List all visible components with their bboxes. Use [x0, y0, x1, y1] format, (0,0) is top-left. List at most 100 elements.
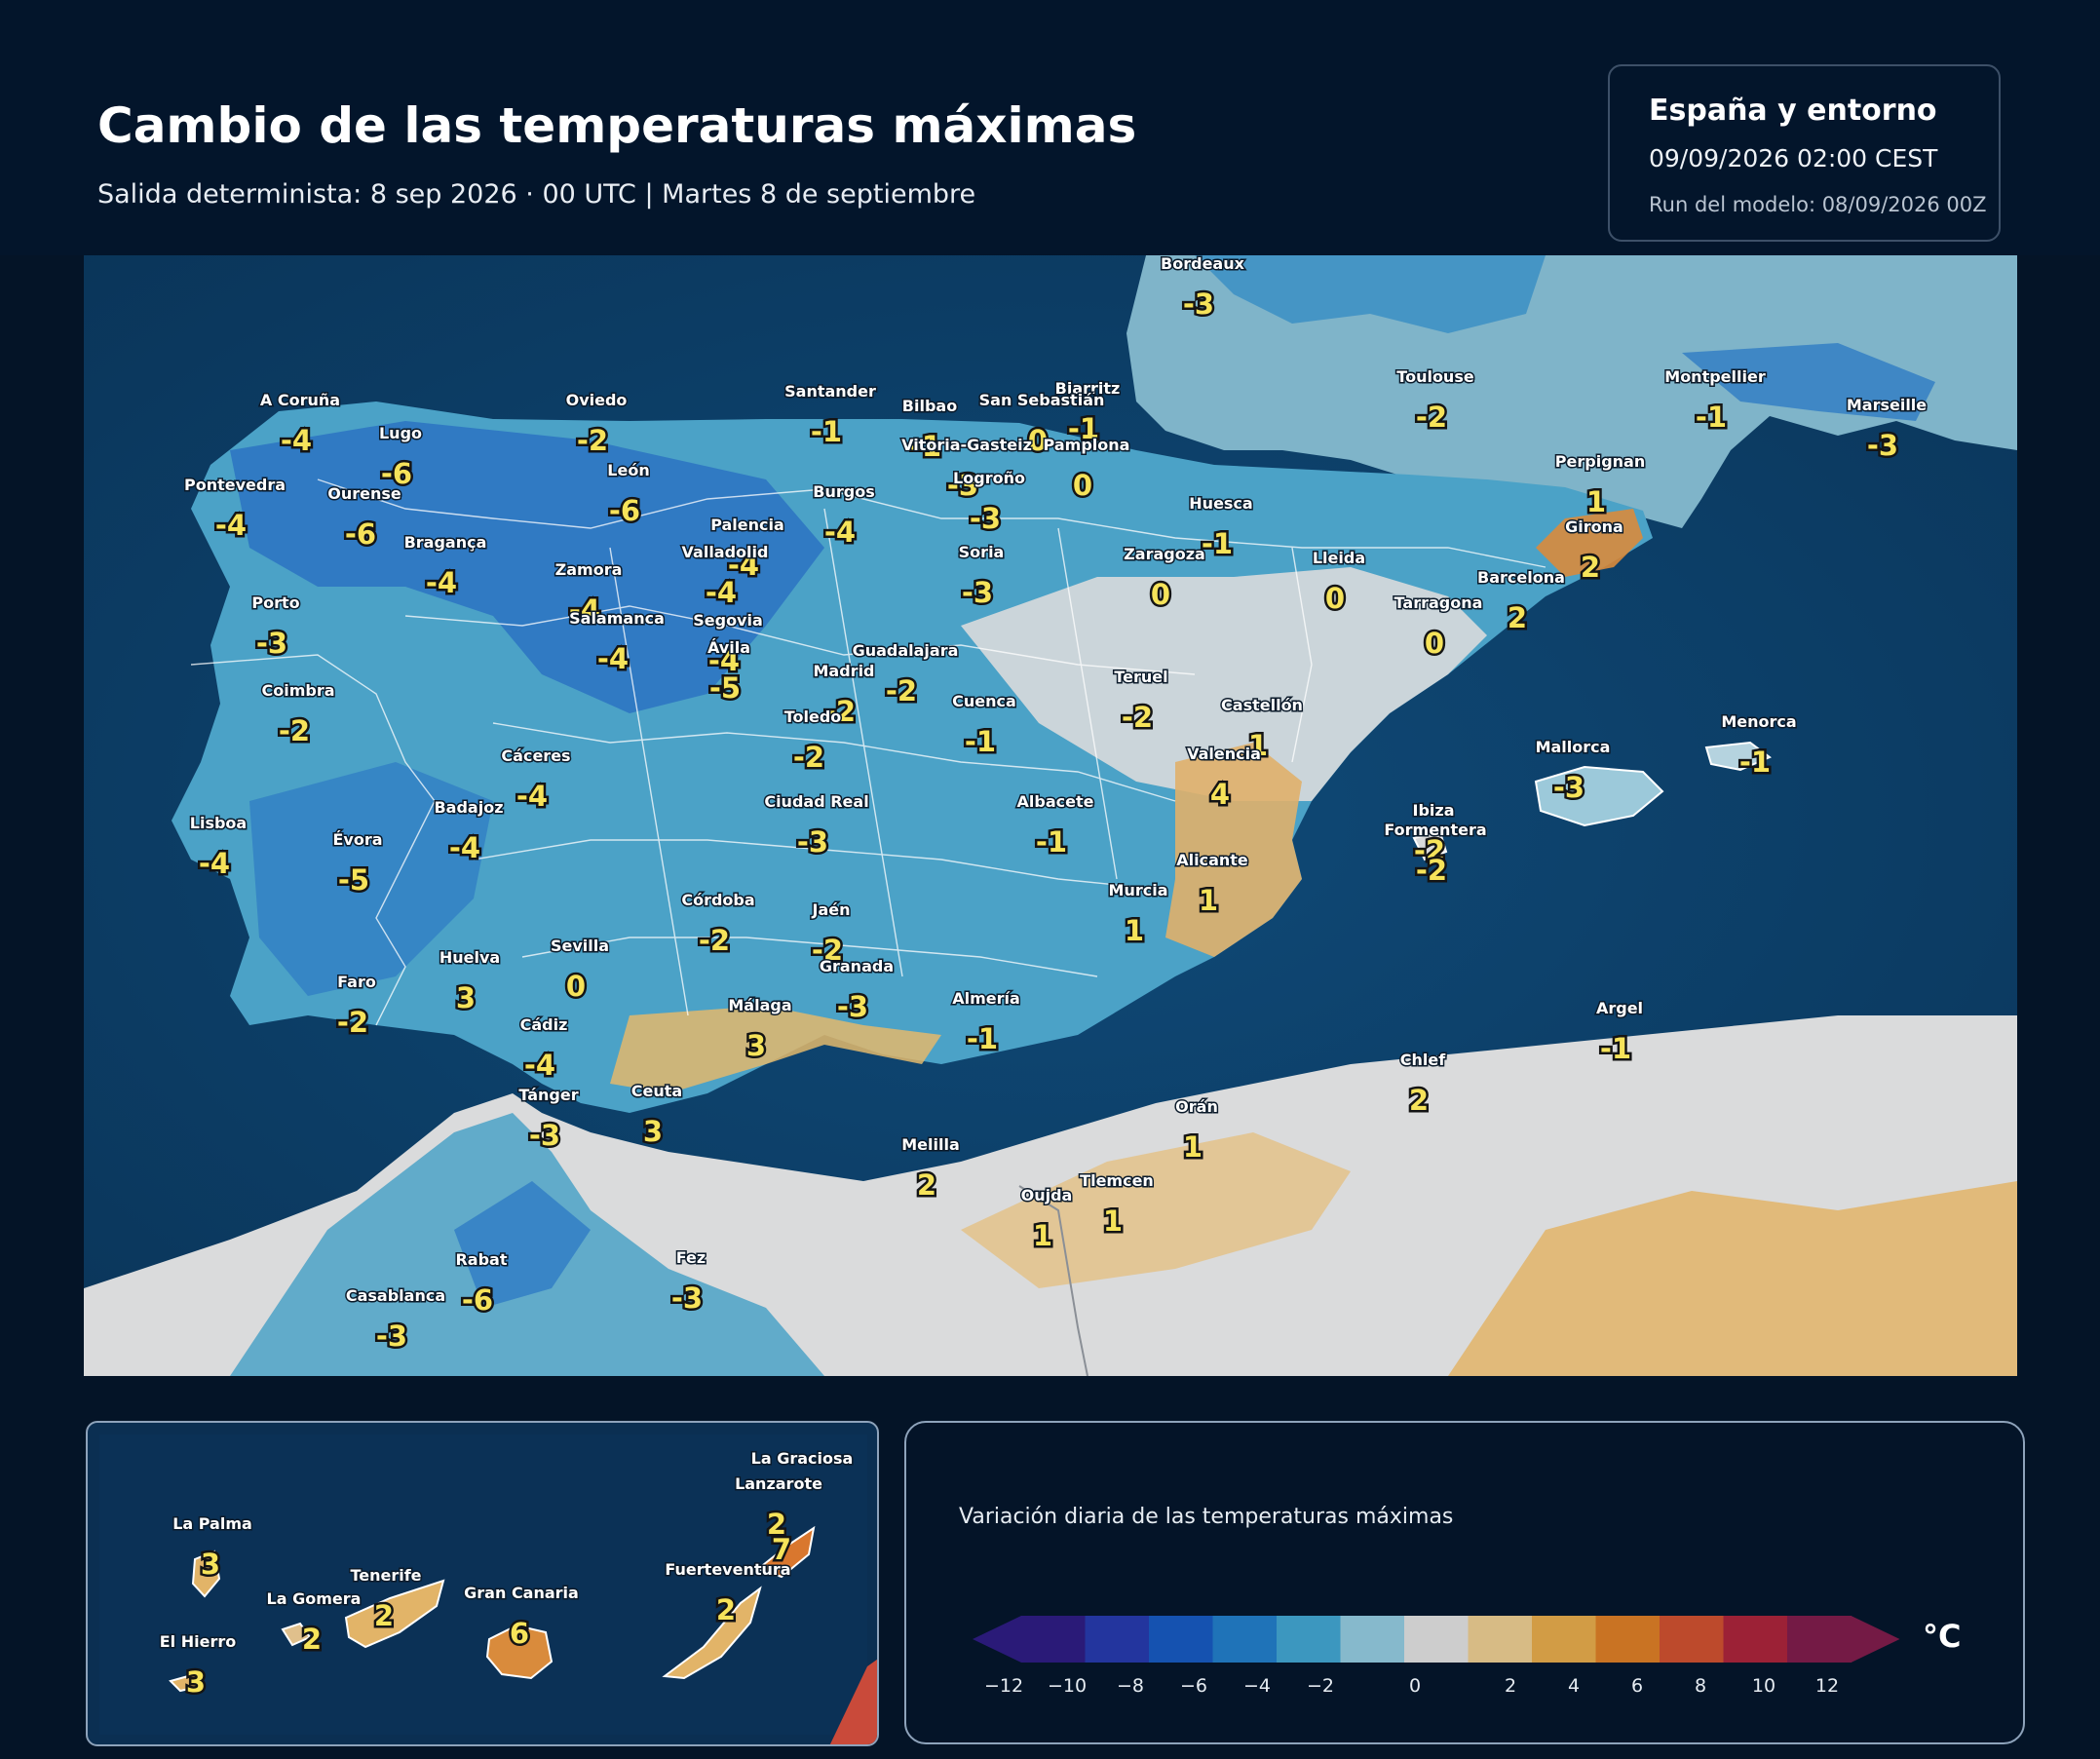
main-map[interactable]: Bordeaux -3 Toulouse -2 Montpellier -1 Marseil… — [84, 255, 2017, 1376]
lanzarote-island — [755, 1525, 816, 1579]
city-value-salamanca: -4 — [597, 642, 629, 675]
city-value-guadalajara: -2 — [886, 674, 917, 707]
city-value-toledo: -2 — [793, 741, 824, 774]
city-label-murcia: Murcia — [1109, 881, 1168, 899]
city-value-valladolid: -4 — [706, 576, 737, 609]
africa-coast — [829, 1659, 877, 1744]
colorbar-segment — [1021, 1616, 1087, 1663]
island-value-gran-canaria: 6 — [510, 1617, 529, 1650]
iberia-warm-south — [610, 1006, 941, 1093]
city-value-ourense: -6 — [345, 517, 376, 551]
colorbar-segment — [1468, 1616, 1533, 1663]
colorbar-tick-label: −12 — [984, 1675, 1023, 1697]
city-label-ciudad-real: Ciudad Real — [764, 792, 868, 811]
city-label-logrono: Logroño — [953, 469, 1025, 487]
city-label-lleida: Lleida — [1313, 549, 1365, 567]
island-value-el-hierro: 3 — [186, 1665, 206, 1699]
canarias-inset[interactable]: La Graciosa Lanzarote 2 La Palma 3 Tenerife 2 L… — [86, 1421, 879, 1746]
admin-borders — [190, 478, 1546, 1026]
city-value-zaragoza: 0 — [1151, 578, 1170, 611]
island-value-tenerife: 2 — [374, 1599, 394, 1632]
city-value-teruel: -2 — [1122, 701, 1153, 734]
morocco-cold-core — [454, 1181, 591, 1308]
city-label-formentera: Formentera — [1384, 821, 1486, 839]
algeria-warm-2 — [961, 1132, 1351, 1288]
city-value-braganca: -4 — [426, 566, 457, 599]
island-value-lanzarote: 2 — [767, 1508, 786, 1541]
morocco-algeria-border — [1018, 1185, 1088, 1376]
fuerteventura-island — [662, 1586, 762, 1680]
city-label-pontevedra: Pontevedra — [184, 476, 286, 494]
colorbar-tick-label: 10 — [1752, 1675, 1775, 1697]
island-label-la-palma: La Palma — [172, 1514, 252, 1533]
city-label-teruel: Teruel — [1114, 668, 1167, 686]
city-value-lugo: -6 — [381, 457, 412, 490]
city-value-oran: 1 — [1183, 1130, 1203, 1164]
colorbar-tick-label: −2 — [1307, 1675, 1334, 1697]
city-value-palencia: -4 — [728, 549, 759, 582]
colorbar-segment — [1149, 1616, 1214, 1663]
city-value-granada: -3 — [837, 990, 868, 1023]
city-label-pamplona: Pamplona — [1044, 436, 1130, 454]
city-value-barcelona: 2 — [1508, 601, 1527, 634]
city-label-san-sebastian: San Sebastián — [979, 391, 1105, 409]
city-label-albacete: Albacete — [1017, 792, 1094, 811]
city-value-cuenca: -1 — [965, 725, 996, 758]
city-label-sevilla: Sevilla — [551, 937, 609, 955]
colorbar-tick-label: 0 — [1409, 1675, 1421, 1697]
colorbar-segment — [1340, 1616, 1405, 1663]
colorbar-segment — [1723, 1616, 1788, 1663]
page-subtitle: Salida determinista: 8 sep 2026 · 00 UTC… — [97, 179, 976, 210]
city-value-caceres: -4 — [516, 780, 548, 813]
city-label-ourense: Ourense — [327, 484, 401, 503]
iberia-neutral-east — [961, 567, 1487, 801]
city-value-fez: -3 — [671, 1281, 703, 1315]
header: Cambio de las temperaturas máximas Salid… — [0, 0, 2100, 255]
city-value-logrono: -3 — [970, 502, 1001, 535]
city-label-bilbao: Bilbao — [902, 397, 957, 415]
info-region: España y entorno — [1649, 94, 1937, 128]
city-value-segovia: -4 — [708, 644, 740, 677]
page-title: Cambio de las temperaturas máximas — [97, 97, 1137, 154]
city-value-rabat: -6 — [462, 1283, 493, 1317]
colorbar-tick-label: 8 — [1695, 1675, 1706, 1697]
colorbar: −12 −10 −8 −6 −4 −2 0 2 4 6 8 10 12 — [973, 1616, 1900, 1697]
city-value-valencia: 4 — [1210, 778, 1230, 811]
city-value-montpellier: -1 — [1696, 401, 1727, 434]
city-label-lisboa: Lisboa — [190, 814, 247, 832]
city-value-casablanca: -3 — [376, 1319, 407, 1353]
city-value-melilla: 2 — [917, 1168, 936, 1202]
mallorca — [1534, 765, 1664, 827]
colorbar-segment — [1085, 1616, 1150, 1663]
city-value-tarragona: 0 — [1425, 627, 1444, 660]
city-value-zamora: -4 — [569, 593, 600, 627]
city-value-oujda: 1 — [1033, 1219, 1052, 1252]
city-label-a-coruna: A Coruña — [260, 391, 340, 409]
city-value-coimbra: -2 — [279, 714, 310, 747]
city-label-badajoz: Badajoz — [434, 798, 503, 817]
menorca — [1704, 741, 1772, 772]
iberia-cold-west — [249, 762, 493, 996]
city-label-malaga: Málaga — [728, 996, 791, 1014]
city-value-sevilla: 0 — [566, 970, 586, 1003]
city-value-leon: -6 — [609, 494, 640, 527]
city-label-melilla: Melilla — [901, 1135, 960, 1154]
city-value-murcia: 1 — [1125, 914, 1144, 947]
city-label-granada: Granada — [820, 957, 894, 975]
city-label-evora: Évora — [332, 830, 382, 849]
city-label-lugo: Lugo — [379, 424, 422, 442]
legend-panel: Variación diaria de las temperaturas máx… — [904, 1421, 2025, 1744]
city-value-oviedo: -2 — [577, 424, 608, 457]
city-value-porto: -3 — [256, 627, 287, 660]
island-value-la-palma: 3 — [201, 1548, 220, 1581]
city-label-casablanca: Casablanca — [346, 1286, 445, 1305]
colorbar-arrow-high — [1851, 1616, 1900, 1663]
city-layer: Bordeaux -3 Toulouse -2 Montpellier -1 Marseil… — [182, 255, 1928, 1356]
city-value-formentera: -2 — [1416, 854, 1447, 887]
city-value-jaen: -2 — [812, 934, 843, 967]
city-value-a-coruna: -4 — [281, 424, 312, 457]
city-value-argel: -1 — [1600, 1032, 1631, 1065]
city-label-segovia: Segovia — [693, 611, 763, 630]
colorbar-tick-label: −6 — [1180, 1675, 1207, 1697]
